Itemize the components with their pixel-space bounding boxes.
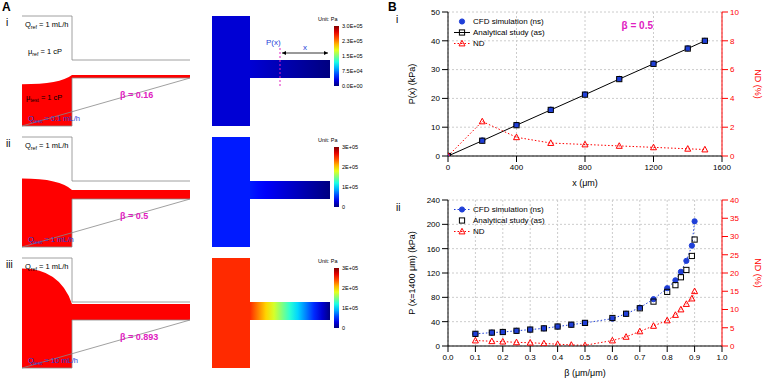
svg-text:ii: ii: [6, 138, 10, 149]
svg-text:40: 40: [431, 37, 440, 46]
svg-text:20: 20: [730, 269, 739, 278]
svg-text:800: 800: [578, 163, 592, 172]
svg-text:Qtest = 0.1 mL/h: Qtest = 0.1 mL/h: [28, 114, 80, 124]
svg-text:0.8: 0.8: [662, 353, 674, 362]
svg-text:0: 0: [436, 342, 441, 351]
svg-text:P(x) (kPa): P(x) (kPa): [407, 64, 417, 105]
html-text:B: B: [388, 0, 397, 14]
svg-text:μtest = 1 cP: μtest = 1 cP: [26, 93, 62, 103]
svg-text:0: 0: [342, 204, 345, 210]
svg-text:35: 35: [730, 214, 739, 223]
svg-text:x (μm): x (μm): [572, 178, 598, 188]
html-text:ii: ii: [396, 202, 401, 213]
svg-text:Qtest = 10 mL/h: Qtest = 10 mL/h: [28, 356, 78, 366]
svg-text:1.5E+05: 1.5E+05: [342, 53, 363, 59]
svg-text:i: i: [6, 17, 8, 28]
svg-text:160: 160: [427, 245, 441, 254]
svg-text:2E+05: 2E+05: [342, 164, 358, 170]
svg-text:0.1: 0.1: [470, 353, 482, 362]
svg-text:A: A: [2, 0, 11, 14]
svg-text:30: 30: [431, 65, 440, 74]
svg-text:1600: 1600: [713, 163, 731, 172]
html-text:ND: ND: [473, 227, 485, 236]
svg-text:20: 20: [431, 94, 440, 103]
svg-text:P(x): P(x): [266, 38, 281, 47]
svg-text:Qref = 1 mL/h: Qref = 1 mL/h: [25, 141, 68, 151]
svg-text:0.5: 0.5: [579, 353, 591, 362]
svg-text:50: 50: [431, 8, 440, 17]
html-text:i: i: [396, 14, 399, 25]
html-text:β = 0.5: β = 0.5: [621, 20, 653, 31]
svg-text:0.3: 0.3: [525, 353, 537, 362]
svg-text:Unit: Pa: Unit: Pa: [318, 16, 339, 22]
svg-text:0.0E+00: 0.0E+00: [342, 83, 363, 89]
svg-text:P (x=1400 μm) (kPa): P (x=1400 μm) (kPa): [407, 231, 417, 314]
svg-text:0: 0: [730, 342, 735, 351]
svg-text:Unit: Pa: Unit: Pa: [318, 258, 339, 264]
html-text:Analytical study (as): Analytical study (as): [473, 216, 545, 225]
svg-text:2: 2: [730, 123, 735, 132]
svg-text:0.4: 0.4: [552, 353, 564, 362]
svg-text:2E+05: 2E+05: [342, 285, 358, 291]
svg-text:0: 0: [446, 163, 451, 172]
svg-text:30: 30: [730, 232, 739, 241]
svg-text:β = 0.16: β = 0.16: [120, 90, 153, 100]
svg-text:10: 10: [730, 8, 739, 17]
svg-text:120: 120: [427, 269, 441, 278]
svg-text:3E+05: 3E+05: [342, 144, 358, 150]
svg-text:10: 10: [431, 123, 440, 132]
svg-text:5: 5: [730, 324, 735, 333]
svg-text:Qtest = 1 mL/h: Qtest = 1 mL/h: [28, 235, 74, 245]
svg-text:0.6: 0.6: [607, 353, 619, 362]
svg-text:iii: iii: [6, 259, 13, 270]
svg-text:3.0E+05: 3.0E+05: [342, 23, 363, 29]
svg-text:μref = 1 cP: μref = 1 cP: [28, 47, 62, 57]
svg-text:40: 40: [431, 318, 440, 327]
svg-text:1E+05: 1E+05: [342, 305, 358, 311]
svg-text:Qref = 1 mL/h: Qref = 1 mL/h: [25, 262, 68, 272]
html-text:Analytical study (as): Analytical study (as): [473, 28, 545, 37]
svg-text:1E+05: 1E+05: [342, 184, 358, 190]
svg-text:0.0: 0.0: [442, 353, 454, 362]
svg-text:0.2: 0.2: [497, 353, 509, 362]
svg-text:Qref = 1 mL/h: Qref = 1 mL/h: [25, 20, 68, 30]
svg-text:200: 200: [427, 220, 441, 229]
svg-text:0.9: 0.9: [689, 353, 701, 362]
html-text:CFD simulation (ns): CFD simulation (ns): [473, 17, 544, 26]
svg-text:15: 15: [730, 287, 739, 296]
svg-text:240: 240: [427, 196, 441, 205]
svg-text:0.7: 0.7: [634, 353, 646, 362]
svg-text:β = 0.893: β = 0.893: [120, 332, 158, 342]
svg-text:10: 10: [730, 305, 739, 314]
svg-text:0: 0: [342, 325, 345, 331]
svg-text:x: x: [303, 43, 307, 52]
svg-text:0: 0: [436, 152, 441, 161]
svg-text:2.3E+05: 2.3E+05: [342, 38, 363, 44]
svg-text:4: 4: [730, 94, 735, 103]
svg-text:Unit: Pa: Unit: Pa: [318, 137, 339, 143]
svg-text:8: 8: [730, 37, 735, 46]
html-text:CFD simulation (ns): CFD simulation (ns): [473, 205, 544, 214]
svg-text:7.5E+04: 7.5E+04: [342, 68, 363, 74]
svg-text:β (μm/μm): β (μm/μm): [564, 368, 606, 378]
svg-text:ND (%): ND (%): [753, 258, 763, 288]
svg-text:80: 80: [431, 293, 440, 302]
svg-text:6: 6: [730, 65, 735, 74]
svg-text:400: 400: [510, 163, 524, 172]
svg-text:0: 0: [730, 152, 735, 161]
svg-text:3E+05: 3E+05: [342, 265, 358, 271]
svg-text:β = 0.5: β = 0.5: [120, 211, 148, 221]
svg-text:1200: 1200: [645, 163, 663, 172]
svg-text:40: 40: [730, 196, 739, 205]
html-text:ND: ND: [473, 39, 485, 48]
svg-text:ND (%): ND (%): [753, 69, 763, 99]
svg-text:25: 25: [730, 251, 739, 260]
svg-text:1.0: 1.0: [716, 353, 728, 362]
